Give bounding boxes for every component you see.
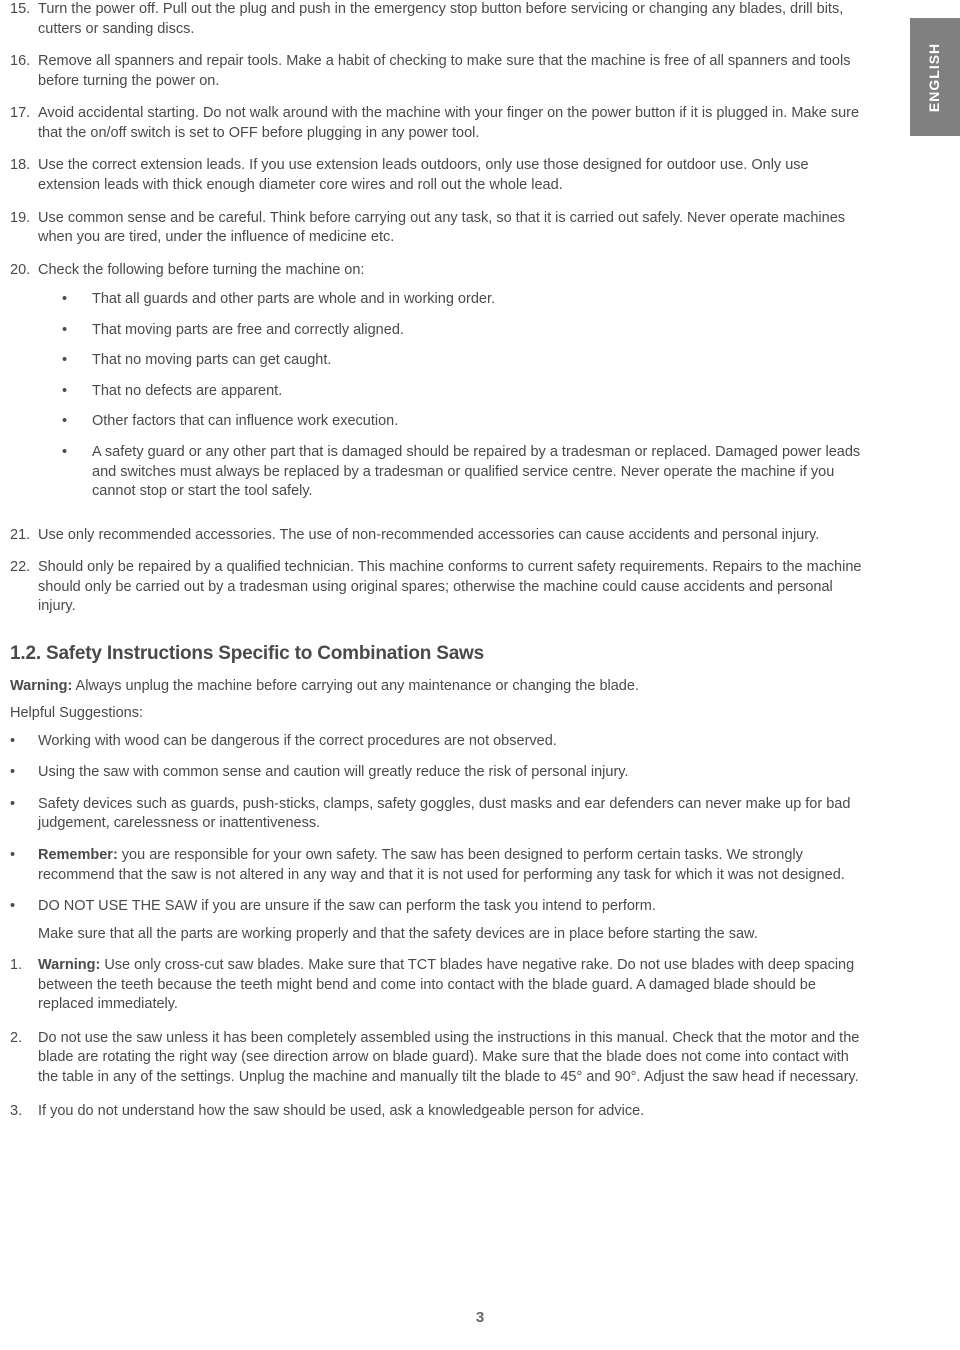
list-body: Use common sense and be careful. Think b… <box>38 209 870 248</box>
list-item: 3.If you do not understand how the saw s… <box>10 1102 870 1122</box>
warning-text: Always unplug the machine before carryin… <box>72 678 639 694</box>
sub-bullet-text: A safety guard or any other part that is… <box>92 443 870 502</box>
list-item: 17.Avoid accidental starting. Do not wal… <box>10 104 870 143</box>
list-body: Use only recommended accessories. The us… <box>38 526 870 546</box>
list-number: 1. <box>10 956 38 1015</box>
list-body: Do not use the saw unless it has been co… <box>38 1029 870 1088</box>
sub-bullet-item: That no moving parts can get caught. <box>38 351 870 371</box>
list-number: 17. <box>10 104 38 143</box>
sub-bullet-text: That no moving parts can get caught. <box>92 351 870 371</box>
bullet-body: Safety devices such as guards, push-stic… <box>38 795 870 834</box>
ordered-list-2: 1.Warning: Use only cross-cut saw blades… <box>10 956 870 1121</box>
bullet-body: DO NOT USE THE SAW if you are unsure if … <box>38 897 870 944</box>
sub-bullet-text: That all guards and other parts are whol… <box>92 290 870 310</box>
list-item: 18.Use the correct extension leads. If y… <box>10 156 870 195</box>
list-body: If you do not understand how the saw sho… <box>38 1102 870 1122</box>
ordered-list-1: 15.Turn the power off. Pull out the plug… <box>10 0 870 617</box>
warning-label: Warning: <box>10 678 72 694</box>
bullet-item: Working with wood can be dangerous if th… <box>10 732 870 752</box>
sub-bullet-text: That moving parts are free and correctly… <box>92 321 870 341</box>
warning-line: Warning: Always unplug the machine befor… <box>10 677 870 697</box>
list-item: 21.Use only recommended accessories. The… <box>10 526 870 546</box>
bullet-item: Remember: you are responsible for your o… <box>10 846 870 885</box>
helpful-suggestions: Helpful Suggestions: <box>10 704 870 724</box>
list-body: Warning: Use only cross-cut saw blades. … <box>38 956 870 1015</box>
sub-bullet-item: That all guards and other parts are whol… <box>38 290 870 310</box>
list-body: Turn the power off. Pull out the plug an… <box>38 0 870 39</box>
list-item: 16.Remove all spanners and repair tools.… <box>10 52 870 91</box>
list-item: 15.Turn the power off. Pull out the plug… <box>10 0 870 39</box>
list-number: 15. <box>10 0 38 39</box>
sub-bullet-item: Other factors that can influence work ex… <box>38 412 870 432</box>
list-text: Use only cross-cut saw blades. Make sure… <box>38 957 854 1012</box>
language-tab-text: ENGLISH <box>926 42 945 111</box>
list-bold-prefix: Warning: <box>38 957 100 973</box>
list-body: Remove all spanners and repair tools. Ma… <box>38 52 870 91</box>
sub-bullets: That all guards and other parts are whol… <box>38 290 870 502</box>
sub-bullet-text: That no defects are apparent. <box>92 382 870 402</box>
list-body: Should only be repaired by a qualified t… <box>38 558 870 617</box>
list-number: 3. <box>10 1102 38 1122</box>
sub-bullet-text: Other factors that can influence work ex… <box>92 412 870 432</box>
bullet-body: Using the saw with common sense and caut… <box>38 763 870 783</box>
bullet-bold-prefix: Remember: <box>38 847 118 863</box>
list-body: Use the correct extension leads. If you … <box>38 156 870 195</box>
list-number: 21. <box>10 526 38 546</box>
bullet-text: you are responsible for your own safety.… <box>38 847 845 883</box>
bullet-item: Safety devices such as guards, push-stic… <box>10 795 870 834</box>
list-item: 19.Use common sense and be careful. Thin… <box>10 209 870 248</box>
list-item: 2.Do not use the saw unless it has been … <box>10 1029 870 1088</box>
sub-bullet-item: That no defects are apparent. <box>38 382 870 402</box>
bullet-item: DO NOT USE THE SAW if you are unsure if … <box>10 897 870 944</box>
list-item: 22.Should only be repaired by a qualifie… <box>10 558 870 617</box>
sub-bullet-item: That moving parts are free and correctly… <box>38 321 870 341</box>
bullet-body: Remember: you are responsible for your o… <box>38 846 870 885</box>
list-number: 19. <box>10 209 38 248</box>
list-number: 20. <box>10 261 38 513</box>
sub-bullet-item: A safety guard or any other part that is… <box>38 443 870 502</box>
list-body: Check the following before turning the m… <box>38 261 870 513</box>
list-number: 18. <box>10 156 38 195</box>
bullets-2: Working with wood can be dangerous if th… <box>10 732 870 945</box>
bullet-extra: Make sure that all the parts are working… <box>38 925 870 945</box>
page-content: 15.Turn the power off. Pull out the plug… <box>10 0 930 1121</box>
section-heading: 1.2. Safety Instructions Specific to Com… <box>10 641 870 667</box>
list-item: 20.Check the following before turning th… <box>10 261 870 513</box>
list-item: 1.Warning: Use only cross-cut saw blades… <box>10 956 870 1015</box>
bullet-item: Using the saw with common sense and caut… <box>10 763 870 783</box>
language-tab: ENGLISH <box>910 18 960 136</box>
list-body: Avoid accidental starting. Do not walk a… <box>38 104 870 143</box>
list-number: 22. <box>10 558 38 617</box>
list-number: 2. <box>10 1029 38 1088</box>
page-number: 3 <box>0 1308 960 1328</box>
bullet-body: Working with wood can be dangerous if th… <box>38 732 870 752</box>
list-number: 16. <box>10 52 38 91</box>
